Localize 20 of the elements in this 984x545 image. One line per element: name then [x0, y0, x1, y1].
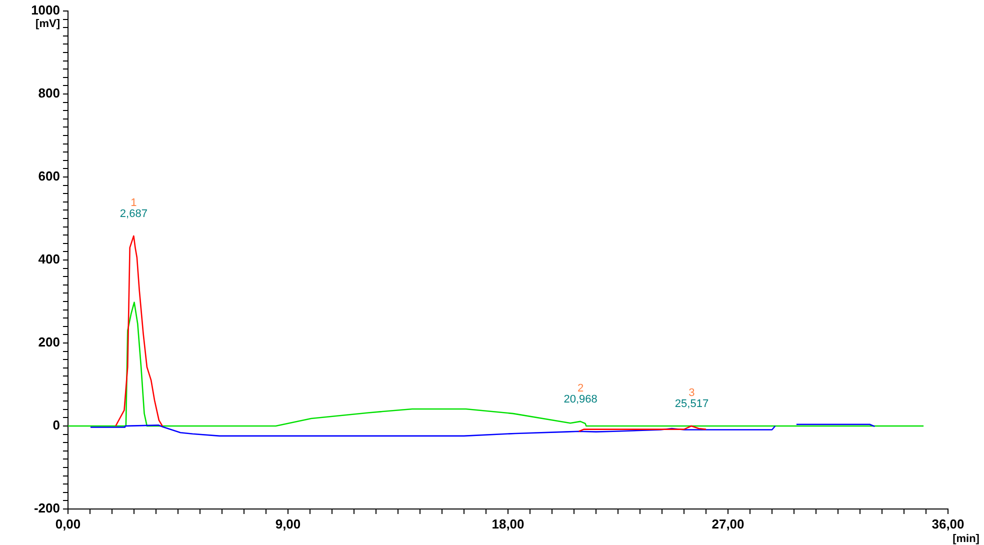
y-tick-label: 1000: [31, 2, 60, 18]
y-tick-label: -200: [34, 500, 60, 516]
x-tick-label: 18,00: [492, 516, 524, 532]
y-tick-label: 400: [38, 252, 60, 267]
x-tick-label: 27,00: [712, 516, 744, 532]
annotation: 20,968: [564, 393, 598, 406]
x-tick-label: 9,00: [275, 516, 301, 532]
y-tick-label: 600: [38, 168, 60, 184]
annotation: 25,517: [674, 398, 709, 410]
annotation: 1: [130, 196, 137, 209]
y-tick-label: 0: [52, 418, 60, 433]
y-tick-label: 200: [38, 334, 60, 350]
x-axis-title: [min]: [952, 533, 980, 545]
x-tick-label: 36,00: [932, 516, 964, 532]
annotation: 3: [688, 387, 695, 400]
y-axis-title: [mV]: [36, 18, 60, 30]
annotation: 2: [577, 382, 584, 394]
y-tick-label: 800: [38, 86, 60, 101]
annotation: 2,687: [120, 208, 148, 220]
x-tick-label: 0,00: [55, 516, 81, 532]
